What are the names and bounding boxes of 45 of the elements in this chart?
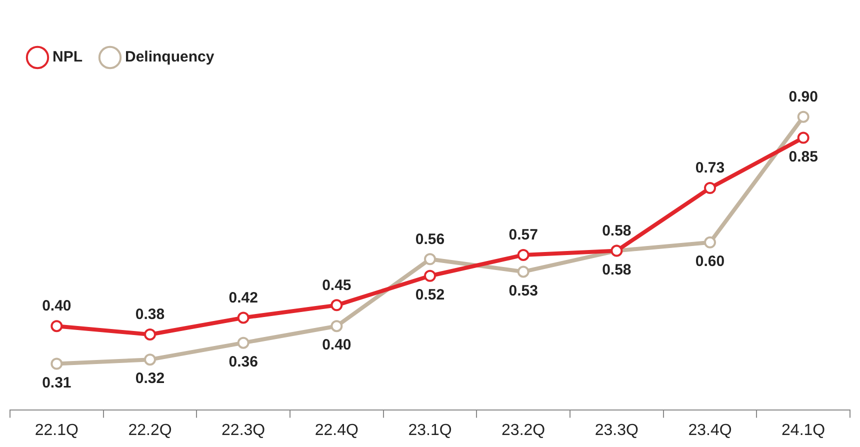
point	[517, 266, 530, 278]
x-tick-label: 23.3Q	[594, 422, 638, 439]
data-label: 0.31	[42, 374, 72, 392]
point	[50, 320, 63, 332]
point	[424, 270, 436, 282]
point	[517, 248, 530, 261]
point	[237, 336, 250, 349]
data-label: 0.52	[415, 286, 445, 304]
data-label: 0.57	[508, 226, 538, 244]
x-tick-label: 23.4Q	[688, 422, 732, 439]
data-label: 0.53	[508, 282, 538, 300]
x-tick-label: 24.1Q	[782, 422, 826, 439]
x-tick-label: 22.4Q	[314, 422, 358, 439]
point	[797, 110, 810, 123]
point	[50, 358, 63, 370]
data-label: 0.32	[135, 370, 165, 388]
data-label: 0.40	[322, 336, 352, 354]
x-tick-label: 23.1Q	[408, 422, 452, 439]
point	[330, 299, 343, 312]
x-tick-label: 23.2Q	[502, 422, 546, 439]
data-label: 0.38	[135, 306, 165, 324]
data-label: 0.58	[602, 261, 632, 278]
data-label: 0.45	[322, 276, 352, 294]
point	[424, 253, 436, 266]
data-label: 0.73	[695, 160, 725, 177]
point	[144, 328, 156, 340]
point	[330, 320, 343, 332]
data-label: 0.42	[228, 289, 258, 306]
x-tick-label: 22.3Q	[222, 422, 266, 439]
data-label: 0.85	[788, 148, 818, 166]
data-label: 0.60	[695, 253, 725, 270]
legend-label: NPL	[52, 48, 82, 66]
point	[704, 236, 716, 248]
data-label: 0.58	[602, 222, 632, 240]
data-label: 0.56	[415, 230, 445, 248]
data-label: 0.40	[42, 298, 72, 315]
point	[704, 182, 716, 194]
point	[237, 312, 250, 324]
legend-label: Delinquency	[125, 48, 215, 66]
data-label: 0.90	[788, 88, 818, 106]
data-label: 0.36	[228, 353, 258, 370]
x-tick-label: 22.2Q	[128, 422, 172, 439]
point	[797, 132, 810, 144]
x-tick-label: 22.1Q	[34, 422, 78, 439]
point	[144, 354, 156, 366]
